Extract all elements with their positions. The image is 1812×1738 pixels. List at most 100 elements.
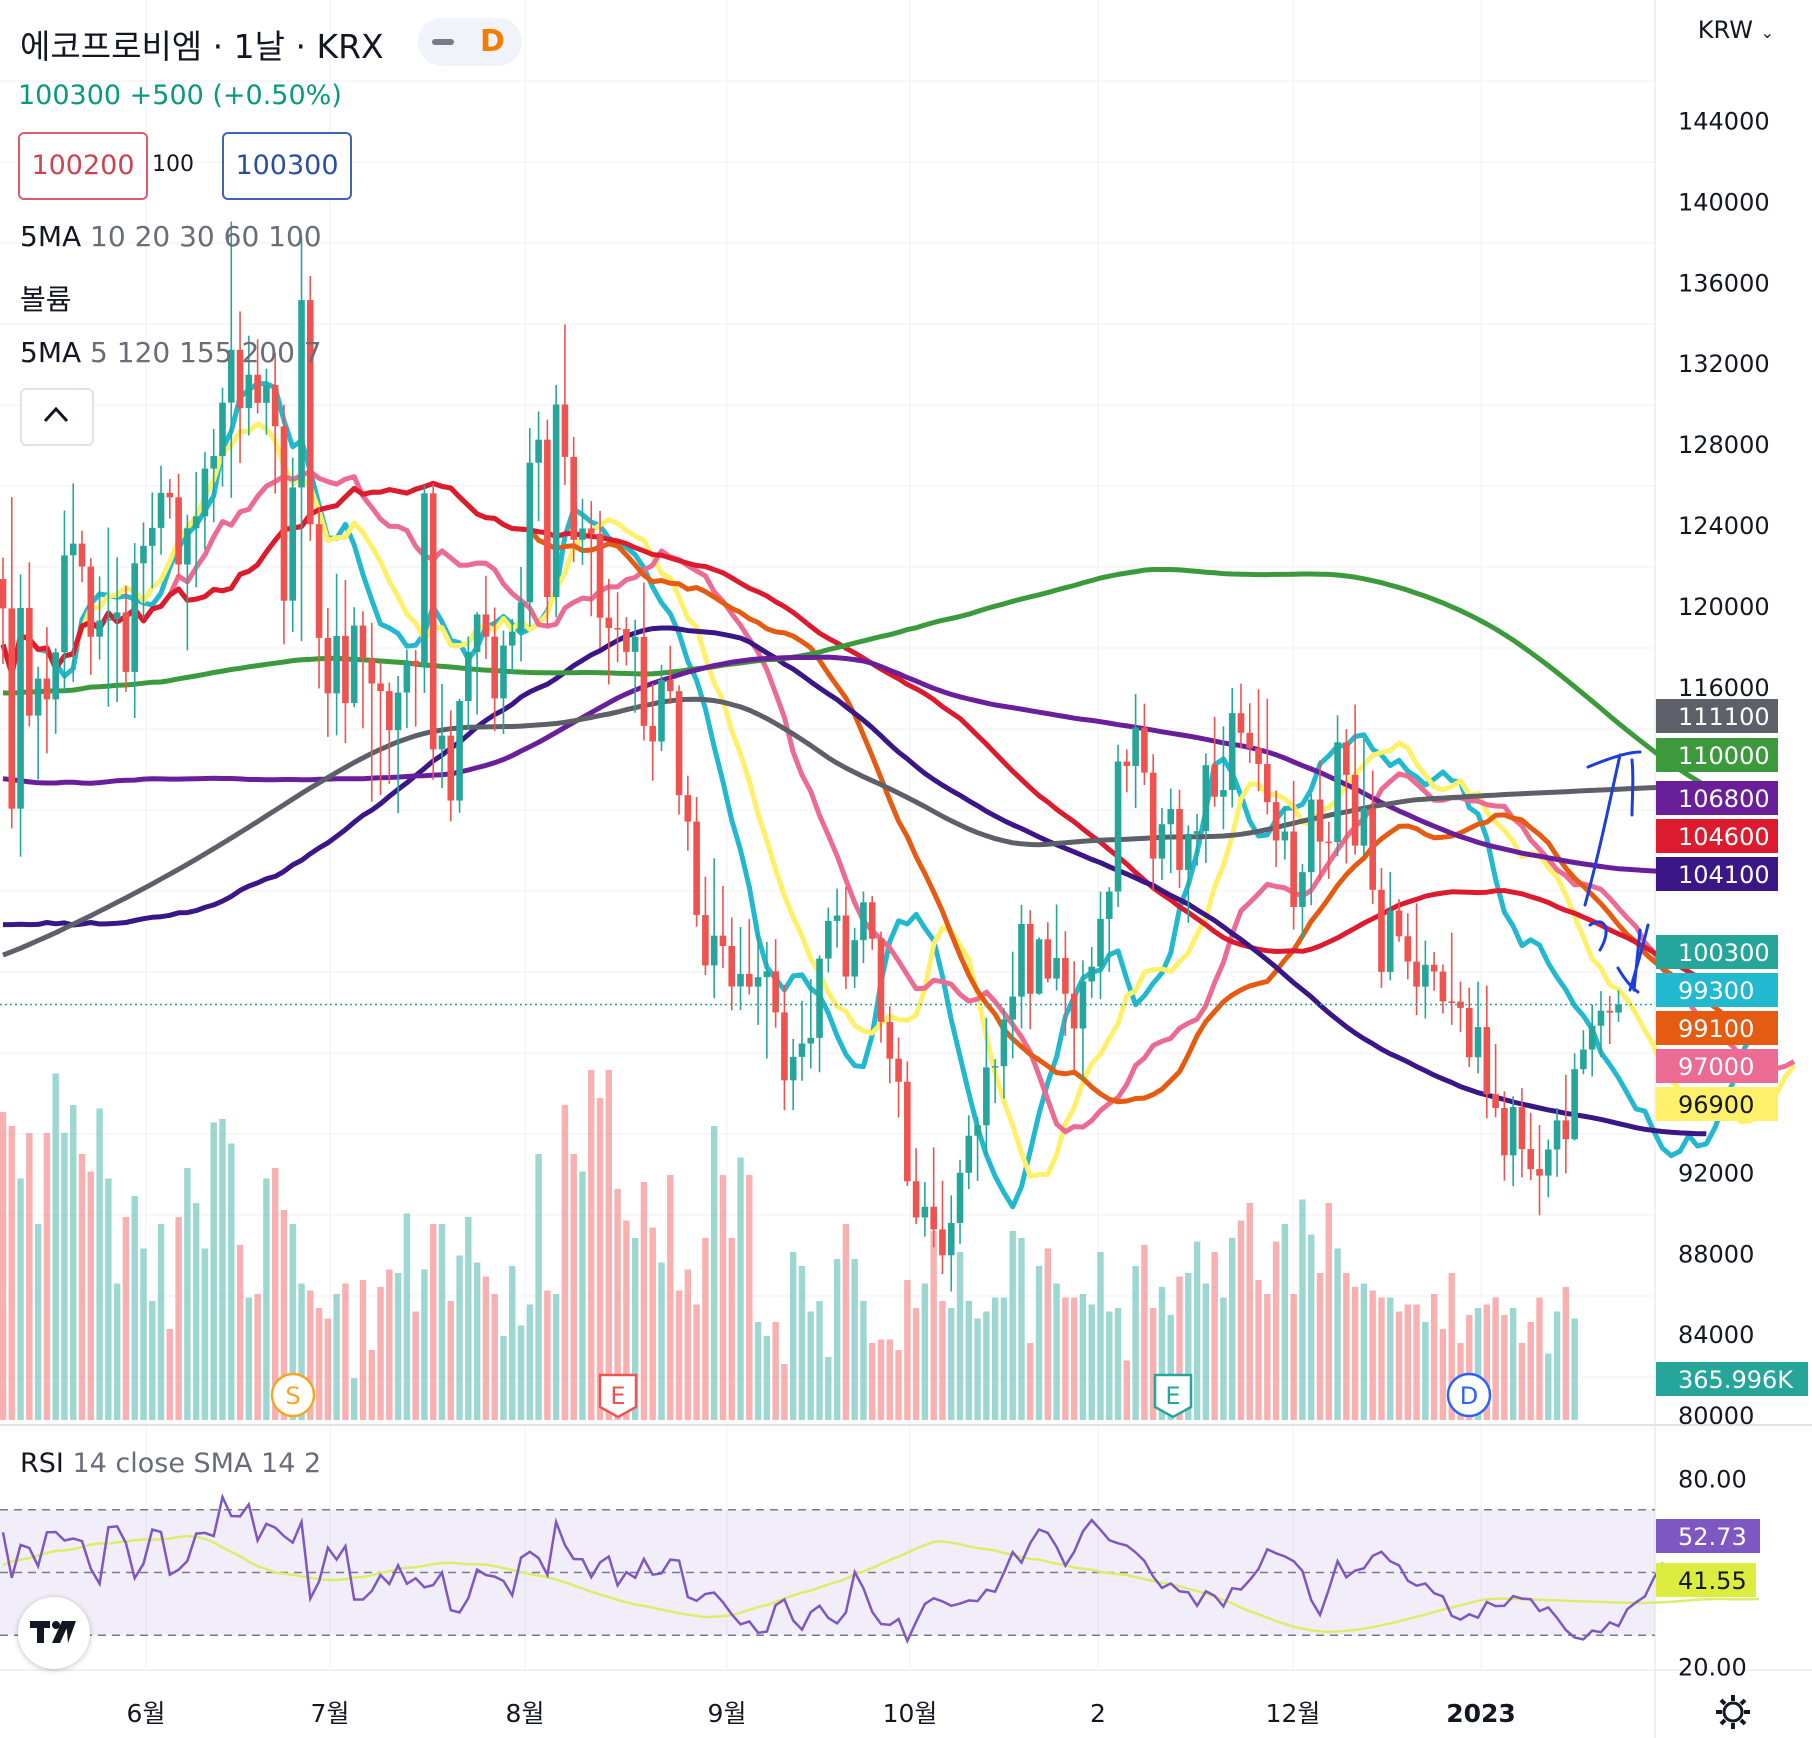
candle-body xyxy=(96,620,103,637)
candle-body xyxy=(1615,1004,1622,1013)
candle-body xyxy=(61,555,68,653)
volume-bar xyxy=(1483,1304,1491,1420)
volume-bar xyxy=(1299,1199,1306,1420)
volume-bar xyxy=(1229,1238,1236,1420)
price-badges: 111100 110000 106800 104600 104100 100300 9930… xyxy=(1656,699,1808,1597)
candle-body xyxy=(227,349,235,403)
candle-body xyxy=(860,902,867,941)
price-tick-label: 132000 xyxy=(1678,350,1770,378)
volume-bar xyxy=(1255,1280,1262,1420)
price-tick-label: 92000 xyxy=(1678,1159,1754,1187)
candle-body xyxy=(1228,713,1236,791)
volume-bar xyxy=(52,1073,59,1420)
rsi-tick-label: 80.00 xyxy=(1678,1465,1747,1493)
volume-bar xyxy=(280,1210,288,1420)
volume-bar xyxy=(1106,1311,1113,1420)
collapse-legend-button[interactable] xyxy=(20,388,94,446)
volume-bar xyxy=(1509,1308,1517,1420)
candle-body xyxy=(991,1066,999,1068)
price-badge xyxy=(1656,781,1778,815)
ma-legend-1[interactable]: 5MA 10 20 30 60 100 xyxy=(20,220,322,253)
candle-body xyxy=(289,487,297,601)
volume-bar xyxy=(877,1339,885,1420)
candle-body xyxy=(1000,1019,1008,1067)
ma-line xyxy=(3,625,1707,1137)
candle-body xyxy=(1430,964,1438,972)
volume-bar xyxy=(991,1297,999,1420)
candle-body xyxy=(263,385,270,403)
volume-bar xyxy=(1211,1252,1218,1420)
volume-bar xyxy=(271,1168,279,1420)
candle-body xyxy=(1378,889,1385,972)
candle-body xyxy=(236,349,244,409)
candle-body xyxy=(403,660,411,693)
volume-bar xyxy=(1518,1343,1526,1420)
currency-selector[interactable]: KRW ⌄ xyxy=(1697,16,1774,44)
rsi-ma-badge-label: 41.55 xyxy=(1678,1567,1747,1595)
candle-body xyxy=(254,374,261,403)
volume-bar xyxy=(833,1259,841,1420)
volume-bar xyxy=(0,1112,7,1420)
price-badge-label: 110000 xyxy=(1678,742,1770,770)
price-tick-label: 80000 xyxy=(1678,1402,1754,1430)
candle-body xyxy=(772,971,779,1013)
event-marker-label: E xyxy=(1165,1382,1180,1410)
candle-body xyxy=(1422,964,1429,987)
price-badge xyxy=(1656,935,1778,969)
volume-bar xyxy=(386,1269,393,1420)
sell-button[interactable]: 100200 xyxy=(18,132,148,200)
volume-bars xyxy=(0,1070,1578,1420)
volume-bar xyxy=(1220,1297,1227,1420)
candle-body xyxy=(412,660,419,667)
volume-bar xyxy=(1018,1238,1025,1420)
gear-icon[interactable] xyxy=(1713,1692,1753,1732)
candle-body xyxy=(78,543,86,567)
candle-body xyxy=(763,971,771,978)
candle-body xyxy=(1509,1107,1517,1156)
candle-body xyxy=(833,915,841,921)
volume-bar xyxy=(1281,1224,1289,1420)
volume-bar xyxy=(623,1220,630,1420)
candle-body xyxy=(166,492,174,498)
ma-legend-2[interactable]: 5MA 5 120 155 200 7 xyxy=(20,336,322,369)
candle-body xyxy=(148,527,156,546)
rsi-legend[interactable]: RSI 14 close SMA 14 2 xyxy=(20,1448,322,1479)
volume-bar xyxy=(298,1283,305,1420)
volume-bar xyxy=(166,1329,174,1420)
candle-body xyxy=(438,735,446,750)
volume-bar xyxy=(1562,1287,1570,1420)
rsi-panel xyxy=(0,1493,1760,1645)
volume-bar xyxy=(921,1283,929,1420)
candle-body xyxy=(675,691,683,796)
candle-body xyxy=(605,617,613,629)
volume-bar xyxy=(1097,1252,1104,1420)
candle-body xyxy=(693,821,700,916)
volume-bar xyxy=(342,1283,349,1420)
candle-body xyxy=(526,462,534,603)
candle-body xyxy=(956,1172,964,1223)
candle-body xyxy=(1448,1001,1455,1003)
volume-bar xyxy=(403,1213,411,1420)
candle-body xyxy=(1307,799,1315,873)
candle-body xyxy=(377,683,384,692)
interval-badge[interactable]: D xyxy=(418,18,522,66)
candle-body xyxy=(421,493,428,667)
volume-bar xyxy=(473,1262,481,1420)
volume-bar xyxy=(219,1119,226,1420)
tradingview-logo-icon xyxy=(30,1621,76,1643)
candle-body xyxy=(1272,802,1280,841)
tradingview-logo[interactable] xyxy=(18,1597,90,1669)
volume-legend[interactable]: 볼륨 xyxy=(20,283,72,316)
volume-bar xyxy=(1448,1273,1455,1420)
volume-bar xyxy=(684,1269,692,1420)
candle-body xyxy=(1492,1094,1499,1109)
volume-bar xyxy=(702,1238,709,1420)
time-axis: 6월 7월 8월 9월 10월 2 12월 2023 xyxy=(127,1699,1516,1728)
candle-body xyxy=(1264,763,1271,803)
price-tick-label: 120000 xyxy=(1678,593,1770,621)
time-axis-label: 7월 xyxy=(311,1699,350,1728)
buy-button[interactable]: 100300 xyxy=(222,132,352,200)
candle-body xyxy=(1290,831,1297,907)
symbol-title[interactable]: 에코프로비엠 · 1날 · KRX xyxy=(20,27,384,66)
